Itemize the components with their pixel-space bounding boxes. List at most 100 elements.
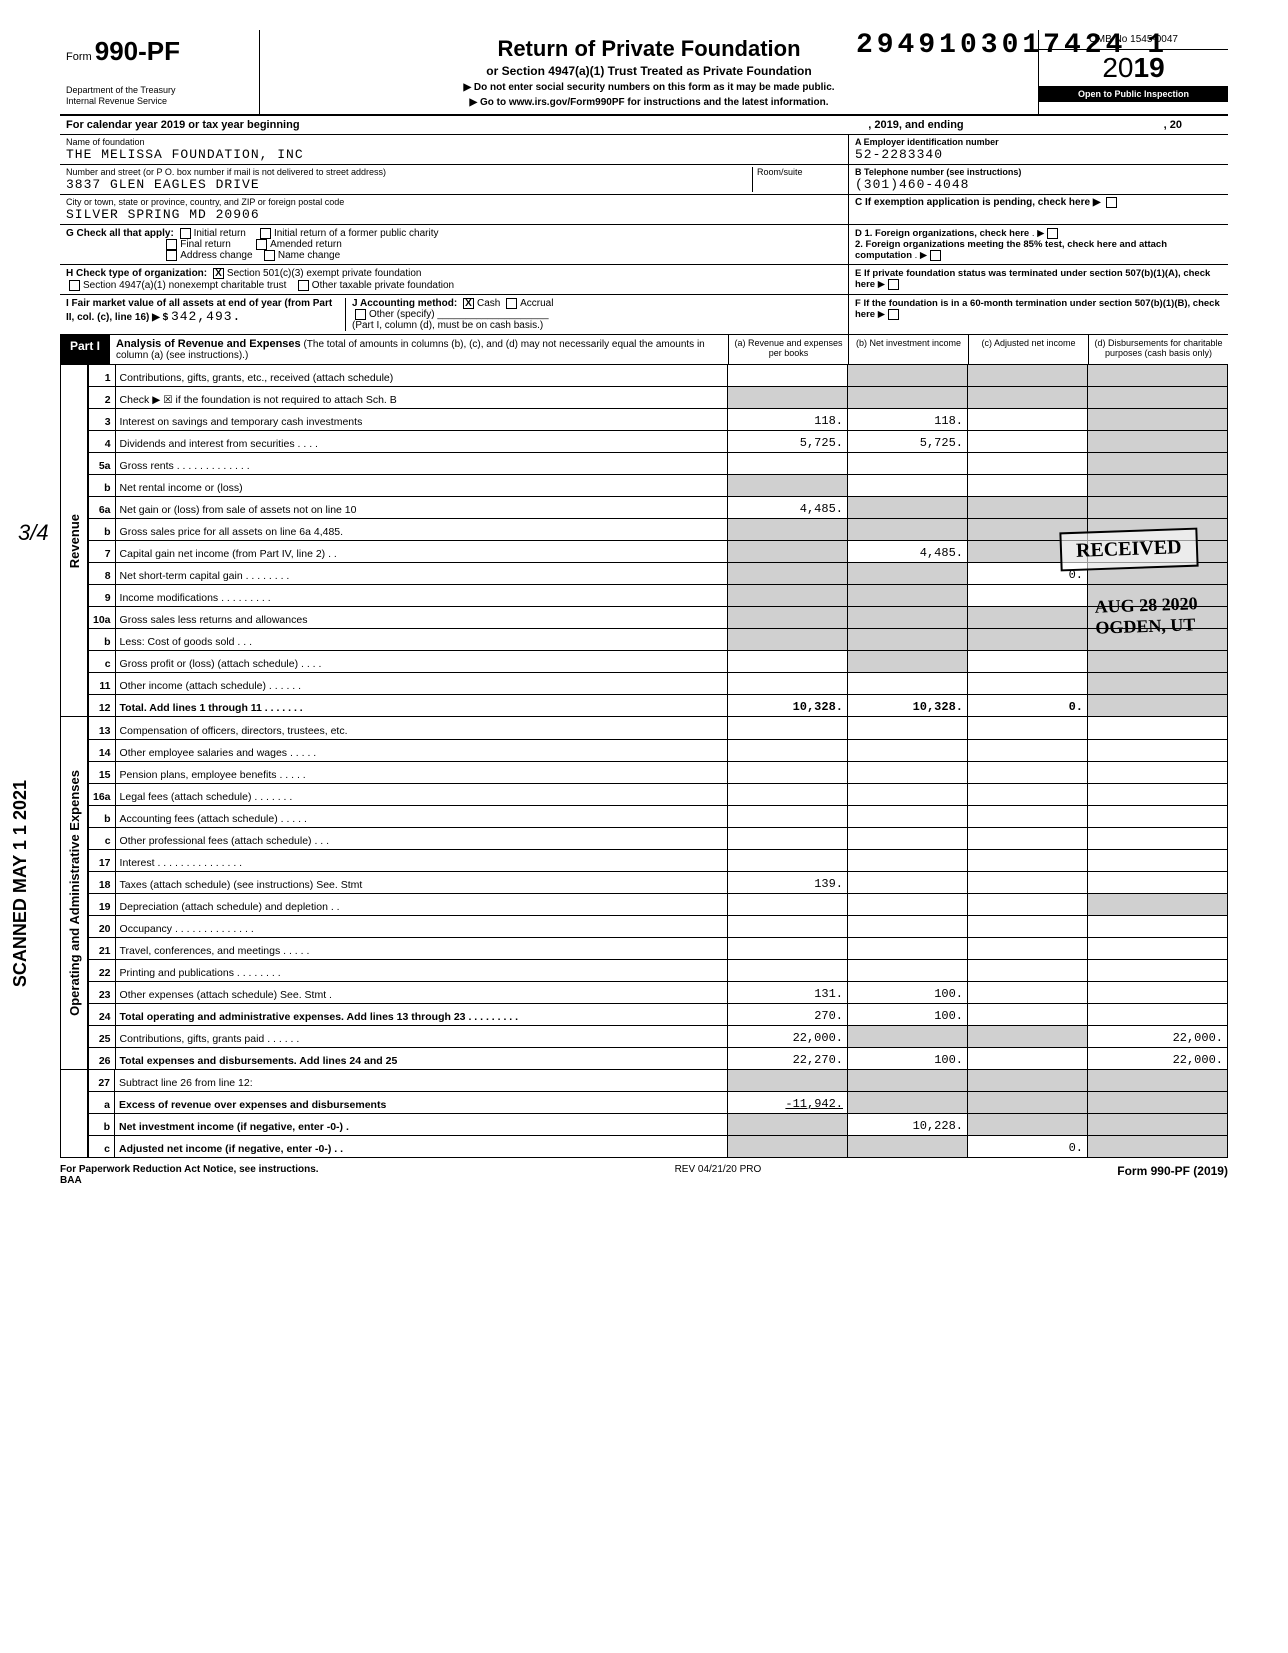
instr-ssn: ▶ Do not enter social security numbers o… [270,82,1028,93]
rev-date: REV 04/21/20 PRO [675,1164,762,1186]
line-27a: aExcess of revenue over expenses and dis… [89,1092,1228,1114]
expenses-side-label: Operating and Administrative Expenses [67,770,82,1016]
page-footer: For Paperwork Reduction Act Notice, see … [60,1164,1228,1186]
opt-amended: Amended return [270,239,342,250]
cb-box-f[interactable] [888,309,899,320]
box-h-label: H Check type of organization: [66,269,207,280]
baa-mark: BAA [60,1175,82,1186]
opt-final: Final return [180,239,231,250]
room-label: Room/suite [757,167,842,177]
cb-foreign-org[interactable] [1047,228,1058,239]
opt-former: Initial return of a former public charit… [274,228,439,239]
line-21: 21Travel, conferences, and meetings . . … [89,937,1228,959]
street-address: 3837 GLEN EAGLES DRIVE [66,177,752,192]
line-6a: 6aNet gain or (loss) from sale of assets… [89,497,1228,519]
cb-former-charity[interactable] [260,228,271,239]
fmv-value: 342,493. [171,309,241,324]
box-j-label: J Accounting method: [352,298,457,309]
opt-4947: Section 4947(a)(1) nonexempt charitable … [83,280,286,291]
ein-value: 52-2283340 [855,147,1222,162]
row-i-j-f: I Fair market value of all assets at end… [60,295,1228,335]
line-18: 18Taxes (attach schedule) (see instructi… [89,871,1228,893]
line-25: 25Contributions, gifts, grants paid . . … [89,1025,1228,1047]
opt-501c3: Section 501(c)(3) exempt private foundat… [227,269,422,280]
line-24: 24Total operating and administrative exp… [89,1003,1228,1025]
cb-box-e[interactable] [888,279,899,290]
opt-other-tax: Other taxable private foundation [312,280,454,291]
box-c-label: C If exemption application is pending, c… [855,197,1101,208]
opt-addr-change: Address change [180,250,252,261]
part-1-title: Analysis of Revenue and Expenses [116,338,301,350]
form-number: 990-PF [95,36,180,66]
name-label: Name of foundation [66,137,842,147]
dln-number: 2949103017424 1 [856,30,1168,61]
cb-amended[interactable] [256,239,267,250]
row-g-d: G Check all that apply: Initial return I… [60,225,1228,265]
col-a-header: (a) Revenue and expenses per books [728,335,848,364]
revenue-section: Revenue 1Contributions, gifts, grants, e… [60,365,1228,718]
row-h-e: H Check type of organization: XSection 5… [60,265,1228,294]
opt-other-method: Other (specify) [369,309,435,320]
line-16a: 16aLegal fees (attach schedule) . . . . … [89,783,1228,805]
received-stamp: RECEIVED [1060,528,1199,572]
cb-4947[interactable] [69,280,80,291]
line-5b: bNet rental income or (loss) [89,475,1228,497]
city-state-zip: SILVER SPRING MD 20906 [66,207,842,222]
cb-cash[interactable]: X [463,298,474,309]
scanned-stamp: SCANNED MAY 1 1 2021 [10,780,31,987]
box-e: E If private foundation status was termi… [855,268,1210,290]
line-4: 4Dividends and interest from securities … [89,431,1228,453]
box-f: F If the foundation is in a 60-month ter… [855,298,1220,320]
cb-501c3[interactable]: X [213,268,224,279]
box-d1: D 1. Foreign organizations, check here [855,228,1029,239]
received-date: AUG 28 2020OGDEN, UT [1094,593,1198,639]
calendar-year-row: For calendar year 2019 or tax year begin… [60,116,1228,135]
line-15: 15Pension plans, employee benefits . . .… [89,761,1228,783]
ein-label: A Employer identification number [855,137,1222,147]
part-1-header: Part I Analysis of Revenue and Expenses … [60,335,1228,365]
line-10c: cGross profit or (loss) (attach schedule… [89,651,1228,673]
line-22: 22Printing and publications . . . . . . … [89,959,1228,981]
line-10a: 10aGross sales less returns and allowanc… [89,607,1228,629]
public-inspection: Open to Public Inspection [1039,86,1228,102]
line-16c: cOther professional fees (attach schedul… [89,827,1228,849]
cb-final-return[interactable] [166,239,177,250]
col-c-header: (c) Adjusted net income [968,335,1088,364]
opt-cash: Cash [477,298,500,309]
cb-accrual[interactable] [506,298,517,309]
expenses-section: Operating and Administrative Expenses 13… [60,717,1228,1070]
cb-85pct[interactable] [930,250,941,261]
line-3: 3Interest on savings and temporary cash … [89,409,1228,431]
line-9: 9Income modifications . . . . . . . . . [89,585,1228,607]
foundation-name: THE MELISSA FOUNDATION, INC [66,147,842,162]
box-c-checkbox[interactable] [1106,197,1117,208]
form-subtitle: or Section 4947(a)(1) Trust Treated as P… [270,64,1028,78]
cb-other-method[interactable] [355,309,366,320]
tel-label: B Telephone number (see instructions) [855,167,1222,177]
cb-other-taxable[interactable] [298,280,309,291]
line-26: 26Total expenses and disbursements. Add … [89,1047,1228,1069]
box-g-label: G Check all that apply: [66,228,174,239]
fraction-mark: 3/4 [18,520,49,546]
line-13: 13Compensation of officers, directors, t… [89,717,1228,739]
line-11: 11Other income (attach schedule) . . . .… [89,673,1228,695]
line-2: 2Check ▶ ☒ if the foundation is not requ… [89,387,1228,409]
cash-basis-note: (Part I, column (d), must be on cash bas… [352,320,543,331]
line-27c: cAdjusted net income (if negative, enter… [89,1136,1228,1158]
opt-accrual: Accrual [520,298,553,309]
form-prefix: Form [66,51,92,63]
cb-initial-return[interactable] [180,228,191,239]
dept-irs: Internal Revenue Service [66,96,253,107]
opt-name-change: Name change [278,250,340,261]
box-d2: 2. Foreign organizations meeting the 85%… [855,239,1167,261]
line-12: 12Total. Add lines 1 through 11 . . . . … [89,695,1228,717]
dept-treasury: Department of the Treasury [66,85,253,96]
line-27-section: 27Subtract line 26 from line 12: aExcess… [60,1070,1228,1159]
cb-address-change[interactable] [166,250,177,261]
opt-initial: Initial return [194,228,246,239]
line-19: 19Depreciation (attach schedule) and dep… [89,893,1228,915]
line-1: 1Contributions, gifts, grants, etc., rec… [89,365,1228,387]
cb-name-change[interactable] [264,250,275,261]
identification-block: Name of foundation THE MELISSA FOUNDATIO… [60,135,1228,225]
line-27b: bNet investment income (if negative, ent… [89,1114,1228,1136]
